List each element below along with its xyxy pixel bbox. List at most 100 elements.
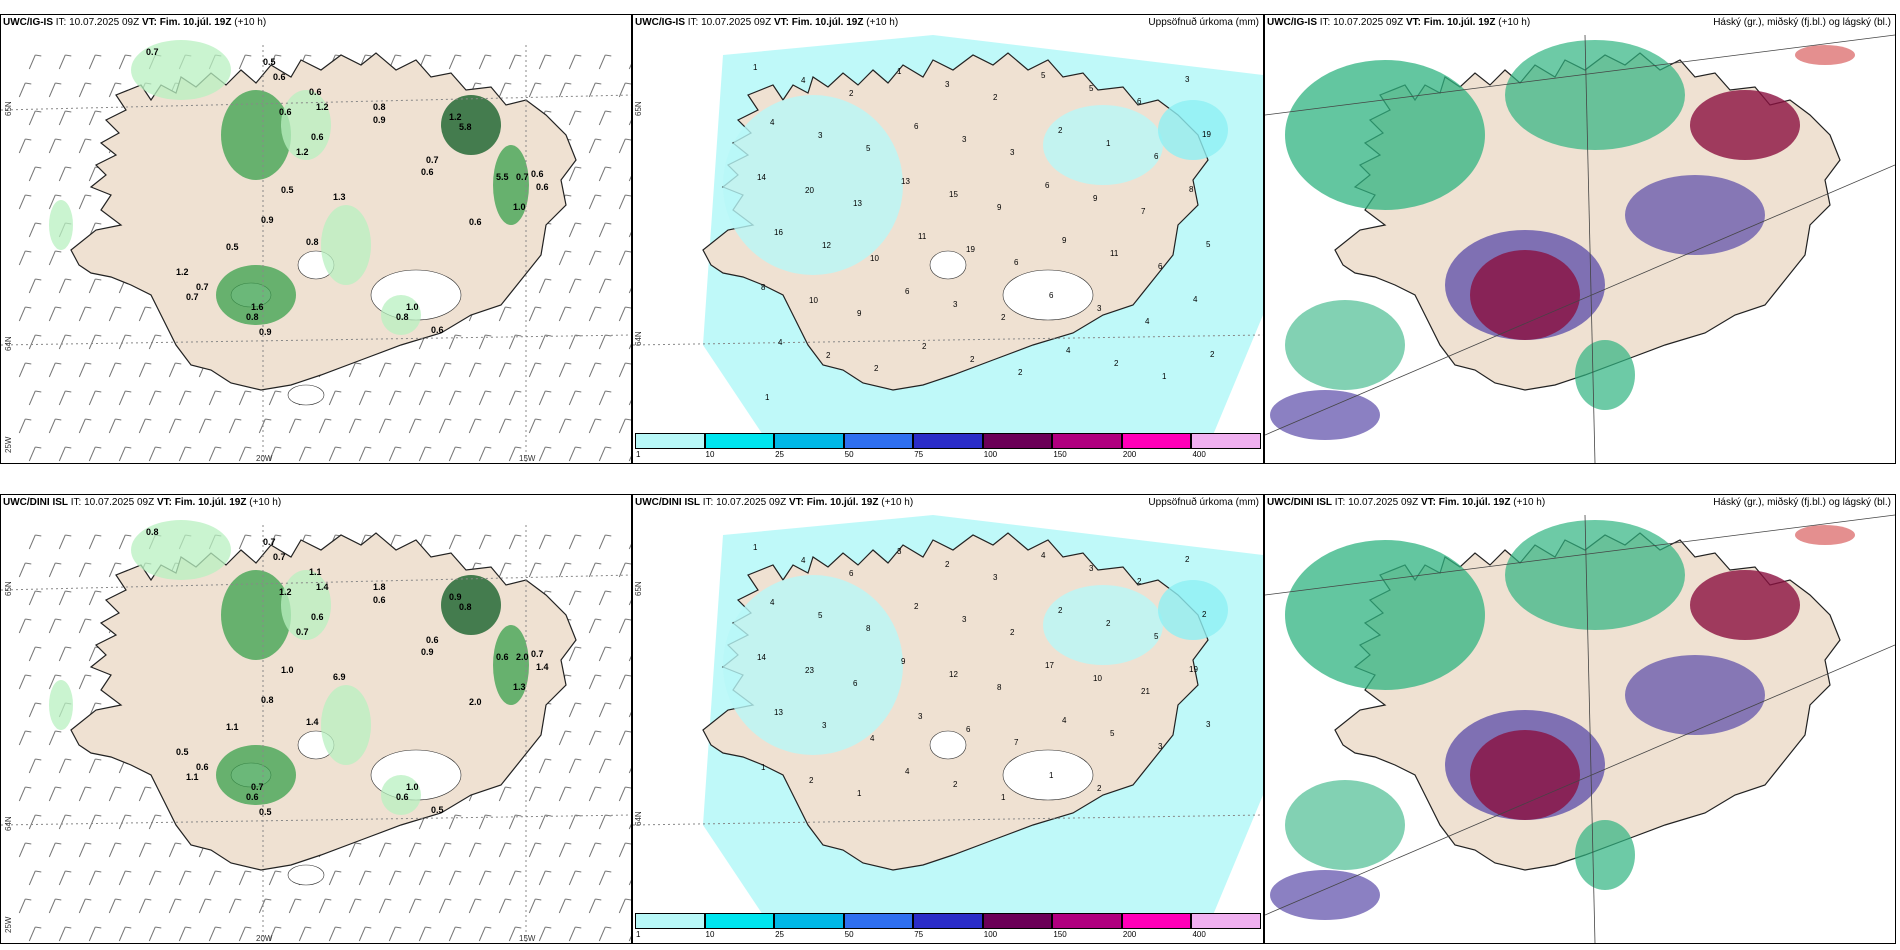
- wind-barb: [78, 786, 86, 802]
- accum-value: 2: [1097, 784, 1102, 793]
- precip-area: [321, 205, 371, 285]
- axis-label: 65N: [4, 101, 13, 116]
- wind-barb: [48, 138, 56, 154]
- accum-value: 4: [1041, 551, 1046, 560]
- precip-value: 0.8: [246, 312, 259, 322]
- wind-barb: [588, 842, 596, 858]
- accum-value: 6: [914, 122, 919, 131]
- precip-value: 1.2: [176, 267, 189, 277]
- precip-value: 2.0: [516, 652, 529, 662]
- wind-barb: [588, 362, 596, 378]
- cloud-layer: [1625, 655, 1765, 735]
- wind-barb: [208, 446, 216, 462]
- wind-barb: [58, 758, 66, 774]
- wind-barb: [558, 842, 566, 858]
- wind-barb: [618, 618, 626, 634]
- precip-area: [216, 265, 296, 325]
- wind-barb: [588, 898, 596, 914]
- wind-barb: [538, 534, 546, 550]
- accum-value: 2: [993, 93, 998, 102]
- wind-barb: [238, 926, 246, 942]
- precip-value: 0.5: [281, 185, 294, 195]
- wind-barb: [358, 446, 366, 462]
- precip-value: 1.0: [406, 782, 419, 792]
- accum-value: 8: [997, 683, 1002, 692]
- accum-value: 3: [1185, 75, 1190, 84]
- wind-barb: [378, 842, 386, 858]
- wind-barb: [448, 54, 456, 70]
- precip-value: 0.8: [373, 102, 386, 112]
- wind-barb: [178, 926, 186, 942]
- wind-barb: [468, 418, 476, 434]
- accum-value: 2: [922, 342, 927, 351]
- wind-barb: [148, 334, 156, 350]
- wind-barb: [328, 926, 336, 942]
- wind-barb: [538, 926, 546, 942]
- wind-barb: [448, 390, 456, 406]
- accum-value: 6: [1158, 262, 1163, 271]
- wind-barb: [58, 390, 66, 406]
- wind-barb: [568, 758, 576, 774]
- wind-barb: [258, 418, 266, 434]
- accum-precip-panel-bottom: 65N 64N 1 4 6 3 2 3 4 3 2 2 4 5 8 2 3 2 2 2 5 2 14 23 6 9 12 8 17 10 2…: [632, 494, 1264, 944]
- accum-value: 3: [962, 135, 967, 144]
- legend-swatch: [704, 913, 775, 929]
- wind-barb: [58, 814, 66, 830]
- wind-barb: [588, 730, 596, 746]
- wind-barb: [528, 418, 536, 434]
- wind-barb: [178, 870, 186, 886]
- wind-barb: [58, 926, 66, 942]
- wind-barb: [88, 390, 96, 406]
- accum-value: 2: [1210, 350, 1215, 359]
- precip-value: 0.6: [311, 612, 324, 622]
- wind-barb: [88, 334, 96, 350]
- wind-barb: [558, 82, 566, 98]
- wind-barb: [288, 418, 296, 434]
- wind-barb: [558, 562, 566, 578]
- wind-barb: [478, 334, 486, 350]
- cloud-map-top: [1265, 15, 1895, 463]
- wind-barb: [148, 390, 156, 406]
- accum-value: 3: [953, 300, 958, 309]
- wind-barb: [538, 278, 546, 294]
- accum-value: 14: [757, 653, 766, 662]
- wind-barb: [588, 418, 596, 434]
- legend-tick: 75: [914, 930, 924, 939]
- wind-barb: [48, 786, 56, 802]
- wind-barb: [168, 898, 176, 914]
- wind-barb: [598, 814, 606, 830]
- wind-barb: [78, 306, 86, 322]
- wind-barb: [268, 390, 276, 406]
- precip-area: [221, 90, 291, 180]
- grid-line: [1584, 34, 1596, 463]
- wind-barb: [18, 306, 26, 322]
- wind-barb: [348, 362, 356, 378]
- wind-barb: [618, 250, 626, 266]
- axis-label: 64N: [4, 336, 13, 351]
- accum-value: 3: [993, 573, 998, 582]
- wind-barb: [408, 898, 416, 914]
- wind-barb: [118, 926, 126, 942]
- wind-barb: [88, 278, 96, 294]
- wind-barb: [48, 362, 56, 378]
- wind-barb: [628, 119, 631, 126]
- wind-barb: [478, 926, 486, 942]
- wind-barb: [88, 646, 96, 662]
- wind-barb: [28, 390, 36, 406]
- accum-precip-panel-top: 65N 64N 1 4 2 1 3 2 5 5 6 3 4 3 5 6 3 3 2 1 6 19 14 20 13 13 15 9 6 9…: [632, 14, 1264, 464]
- accum-value: 6: [849, 569, 854, 578]
- accum-value: 2: [1018, 368, 1023, 377]
- wind-barb: [558, 730, 566, 746]
- accum-value: 5: [1154, 632, 1159, 641]
- wind-barb: [508, 54, 516, 70]
- wind-barb: [28, 166, 36, 182]
- wind-barb: [58, 278, 66, 294]
- wind-barb: [598, 390, 606, 406]
- wind-barb: [48, 618, 56, 634]
- accum-value: 7: [1141, 207, 1146, 216]
- wind-barb: [558, 306, 566, 322]
- accum-value: 2: [1001, 313, 1006, 322]
- wind-barb: [538, 446, 546, 462]
- wind-barb: [508, 926, 516, 942]
- precip-value: 0.9: [421, 647, 434, 657]
